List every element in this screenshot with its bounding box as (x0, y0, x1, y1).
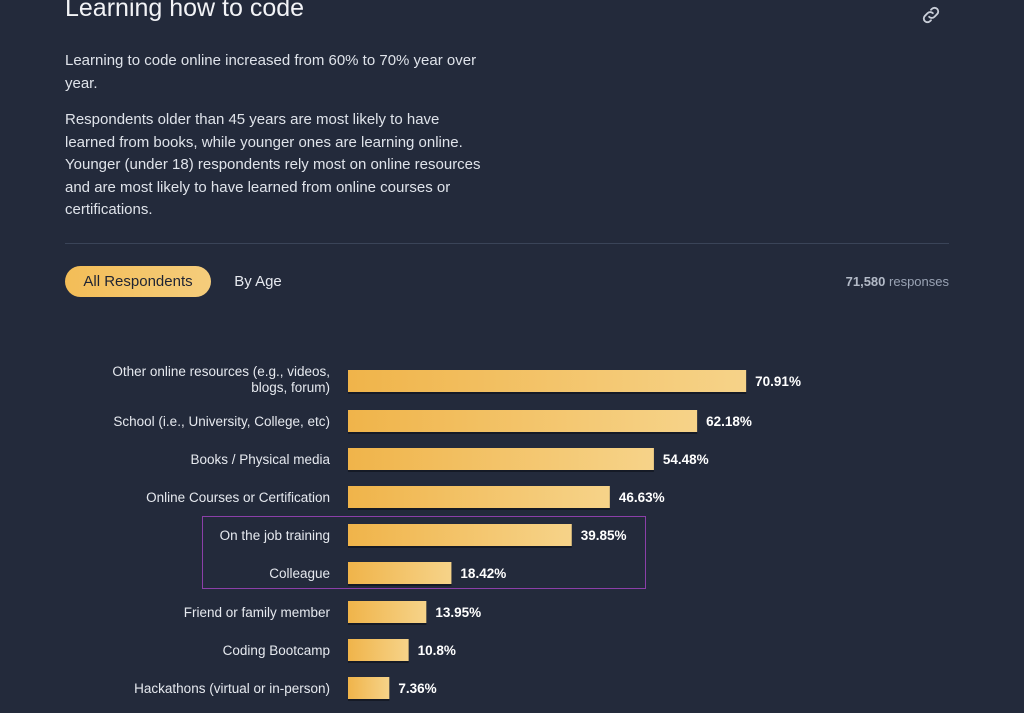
category-label: Online Courses or Certification (146, 490, 330, 505)
category-label: Colleague (269, 566, 330, 581)
category-label: School (i.e., University, College, etc) (113, 414, 330, 429)
category-label: Friend or family member (184, 605, 331, 620)
responses-label: responses (889, 274, 949, 289)
responses-number: 71,580 (845, 274, 886, 289)
link-icon[interactable] (920, 4, 942, 26)
bar-value-label: 54.48% (663, 452, 709, 467)
bar-value-label: 39.85% (581, 528, 627, 543)
bar-value-label: 10.8% (418, 643, 456, 658)
intro-paragraph-2: Respondents older than 45 years are most… (65, 111, 481, 218)
bar (348, 601, 427, 623)
bar (348, 370, 747, 392)
highlight-box (202, 516, 646, 589)
category-label: blogs, forum) (251, 380, 330, 395)
bar (348, 677, 390, 699)
bar-value-label: 13.95% (435, 605, 481, 620)
category-label: Coding Bootcamp (223, 643, 330, 658)
category-label: On the job training (220, 528, 330, 543)
bar (348, 410, 698, 432)
responses-count: 71,580 responses (846, 274, 949, 289)
bar (348, 448, 654, 470)
bar-value-label: 62.18% (706, 414, 752, 429)
tab-all-respondents[interactable]: All Respondents (65, 266, 211, 297)
page-title: Learning how to code (65, 0, 305, 22)
bar (348, 524, 572, 546)
bar-value-label: 46.63% (619, 490, 665, 505)
section-divider (65, 243, 949, 244)
bar (348, 639, 409, 661)
category-label: Hackathons (virtual or in-person) (134, 681, 330, 696)
category-label: Books / Physical media (190, 452, 330, 467)
bar-value-label: 70.91% (755, 374, 801, 389)
tab-by-age[interactable]: By Age (234, 273, 282, 290)
bar-value-label: 7.36% (398, 681, 436, 696)
intro-paragraph-1: Learning to code online increased from 6… (65, 52, 477, 92)
bar (348, 562, 452, 584)
category-label: Other online resources (e.g., videos, (112, 364, 330, 379)
bar (348, 486, 610, 508)
bar-value-label: 18.42% (460, 566, 506, 581)
